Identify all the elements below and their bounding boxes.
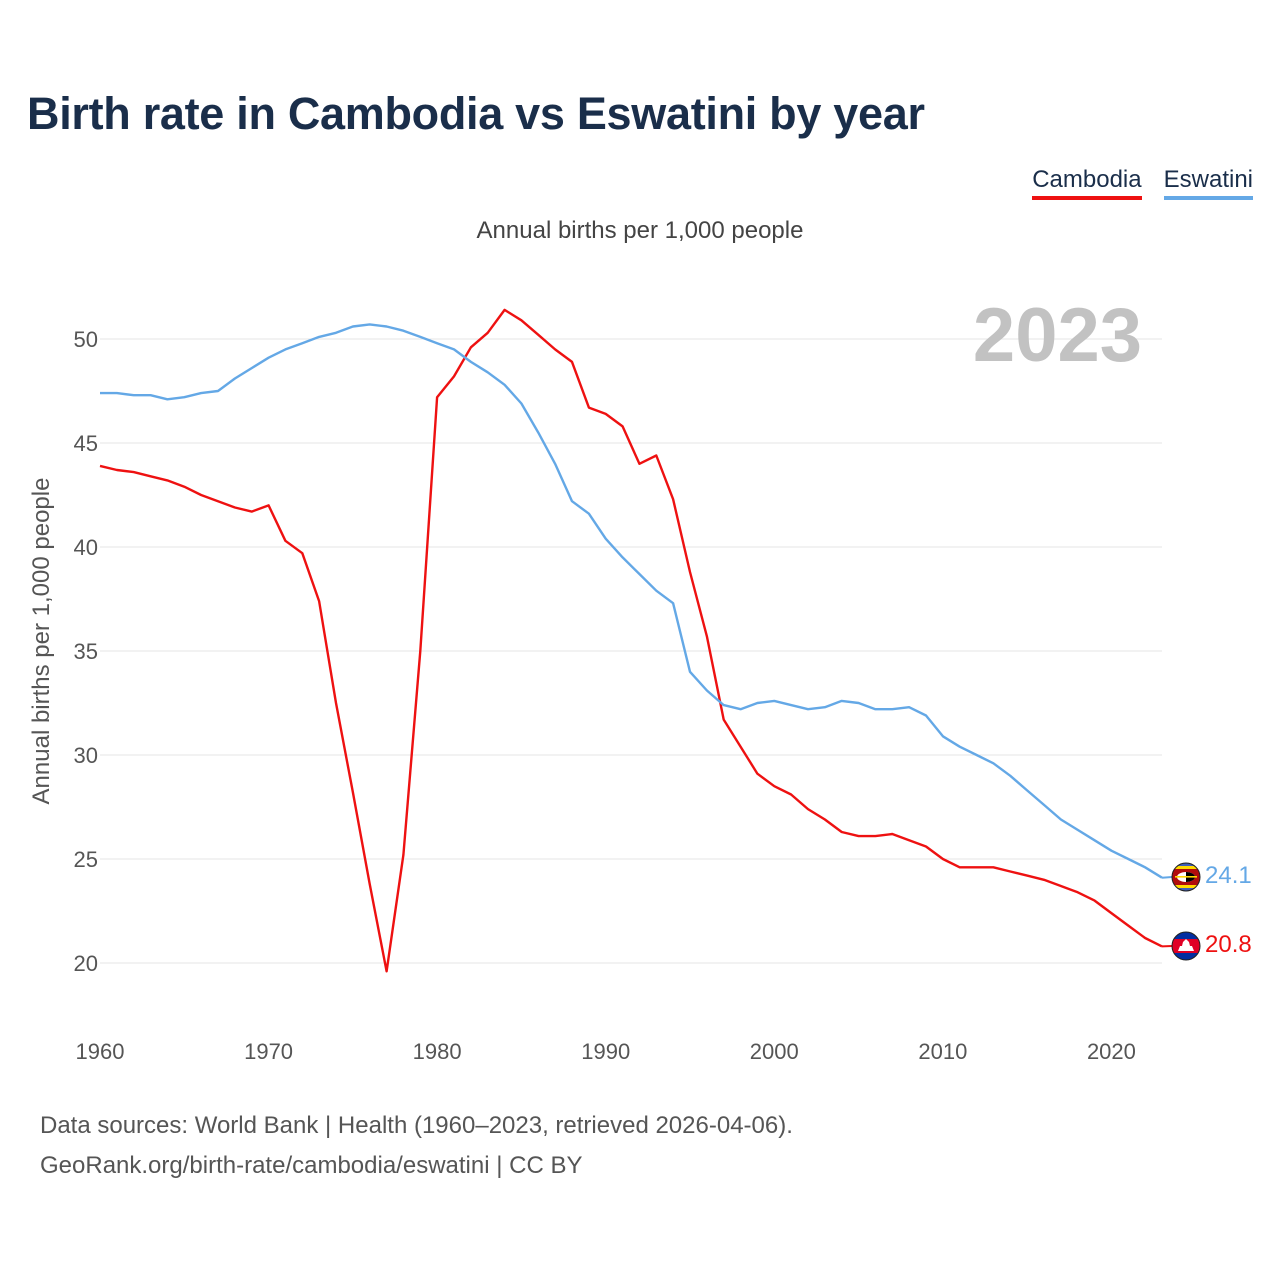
chart-title: Birth rate in Cambodia vs Eswatini by ye…	[27, 88, 925, 139]
y-tick-label: 25	[74, 847, 98, 872]
year-watermark: 2023	[972, 293, 1142, 378]
legend-item-eswatini[interactable]: Eswatini	[1163, 166, 1253, 200]
x-tick-label: 1980	[413, 1039, 462, 1064]
eswatini-flag-icon	[1171, 862, 1201, 892]
cambodia-flag-icon	[1171, 931, 1201, 961]
eswatini-end-value: 24.1	[1205, 862, 1252, 889]
x-tick-label: 1990	[581, 1039, 630, 1064]
y-tick-label: 35	[74, 639, 98, 664]
source-line-2[interactable]: GeoRank.org/birth-rate/cambodia/eswatini…	[40, 1152, 583, 1179]
x-tick-label: 2020	[1087, 1039, 1136, 1064]
cambodia-end-value: 20.8	[1205, 931, 1252, 958]
series-line-eswatini[interactable]	[100, 323, 1163, 879]
series-line-cambodia[interactable]	[99, 308, 1163, 973]
y-tick-label: 45	[74, 431, 98, 456]
x-tick-label: 2010	[918, 1039, 967, 1064]
x-tick-label: 2000	[750, 1039, 799, 1064]
legend: Cambodia Eswatini	[1032, 166, 1253, 200]
source-note: Data sources: World Bank | Health (1960–…	[40, 1106, 793, 1186]
source-line-1: Data sources: World Bank | Health (1960–…	[40, 1112, 793, 1139]
y-tick-label: 40	[74, 535, 98, 560]
x-tick-label: 1970	[244, 1039, 293, 1064]
y-tick-label: 20	[74, 951, 98, 976]
legend-item-cambodia[interactable]: Cambodia	[1032, 166, 1142, 200]
end-connector-eswatini	[1161, 876, 1173, 879]
chart-subtitle: Annual births per 1,000 people	[476, 217, 804, 244]
y-tick-label: 30	[74, 743, 98, 768]
x-tick-label: 1960	[76, 1039, 125, 1064]
y-tick-label: 50	[74, 327, 98, 352]
